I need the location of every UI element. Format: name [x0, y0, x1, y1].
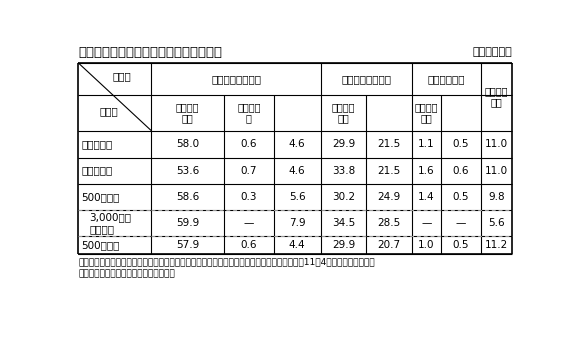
Text: 29.9: 29.9 [332, 240, 355, 250]
Text: 賃金カッ
ト: 賃金カッ ト [237, 102, 260, 124]
Text: 7.9: 7.9 [289, 218, 305, 228]
Text: 管　理　職: 管 理 職 [81, 166, 112, 176]
Text: 20.7: 20.7 [377, 240, 400, 250]
Text: 21.5: 21.5 [377, 166, 400, 176]
Text: 0.5: 0.5 [453, 139, 469, 149]
Text: 1.1: 1.1 [418, 139, 435, 149]
Text: ベースアップ実施: ベースアップ実施 [211, 74, 261, 84]
Text: 500人未満: 500人未満 [81, 240, 120, 250]
Text: 3,000　人
以　　上: 3,000 人 以 上 [89, 212, 131, 234]
Text: 項　目: 項 目 [112, 71, 131, 81]
Text: 59.9: 59.9 [176, 218, 199, 228]
Text: 5.6: 5.6 [488, 218, 505, 228]
Text: （単位：％）: （単位：％） [472, 47, 512, 57]
Text: 0.5: 0.5 [453, 240, 469, 250]
Text: 4.4: 4.4 [289, 240, 305, 250]
Text: 11.0: 11.0 [485, 139, 508, 149]
Text: 34.5: 34.5 [332, 218, 355, 228]
Text: 定期昇給
実施: 定期昇給 実施 [415, 102, 438, 124]
Text: 0.5: 0.5 [453, 192, 469, 202]
Text: 企業規模計: 企業規模計 [81, 139, 112, 149]
Text: 0.6: 0.6 [241, 240, 257, 250]
Text: 1.4: 1.4 [418, 192, 435, 202]
Text: 57.9: 57.9 [176, 240, 199, 250]
Text: 500人以上: 500人以上 [81, 192, 120, 202]
Text: —: — [456, 218, 466, 228]
Text: 24.9: 24.9 [377, 192, 400, 202]
Text: 0.7: 0.7 [241, 166, 257, 176]
Text: 33.8: 33.8 [332, 166, 355, 176]
Text: 9.8: 9.8 [488, 192, 505, 202]
Text: 0.6: 0.6 [241, 139, 257, 149]
Text: 0.3: 0.3 [241, 192, 257, 202]
Text: 28.5: 28.5 [377, 218, 400, 228]
Text: 29.9: 29.9 [332, 139, 355, 149]
Text: （注）「賃金カット」は、「ベースアップ実施」事業所のうち「定期昇給停止」を除き、平成11年4月現在、賃金カット
　　を行っている事業所の割合である。: （注）「賃金カット」は、「ベースアップ実施」事業所のうち「定期昇給停止」を除き、… [78, 258, 375, 278]
Text: 4.6: 4.6 [289, 166, 305, 176]
Text: 5.6: 5.6 [289, 192, 305, 202]
Text: 区　分: 区 分 [99, 106, 118, 116]
Text: 0.6: 0.6 [453, 166, 469, 176]
Text: 11.2: 11.2 [485, 240, 508, 250]
Text: 53.6: 53.6 [176, 166, 199, 176]
Text: 未定及び
不明: 未定及び 不明 [484, 86, 508, 107]
Text: 別表第１　民間における給与改定の状況: 別表第１ 民間における給与改定の状況 [78, 45, 222, 58]
Text: 定期昇給
停止: 定期昇給 停止 [176, 102, 199, 124]
Text: —: — [244, 218, 254, 228]
Text: —: — [421, 218, 431, 228]
Text: 1.6: 1.6 [418, 166, 435, 176]
Text: 4.6: 4.6 [289, 139, 305, 149]
Text: 11.0: 11.0 [485, 166, 508, 176]
Text: 58.0: 58.0 [176, 139, 199, 149]
Text: 58.6: 58.6 [176, 192, 199, 202]
Text: ベースダウン: ベースダウン [427, 74, 465, 84]
Text: 30.2: 30.2 [332, 192, 355, 202]
Text: 1.0: 1.0 [418, 240, 435, 250]
Text: ベースアップ中止: ベースアップ中止 [341, 74, 391, 84]
Text: 定期昇給
実施: 定期昇給 実施 [332, 102, 355, 124]
Text: 21.5: 21.5 [377, 139, 400, 149]
